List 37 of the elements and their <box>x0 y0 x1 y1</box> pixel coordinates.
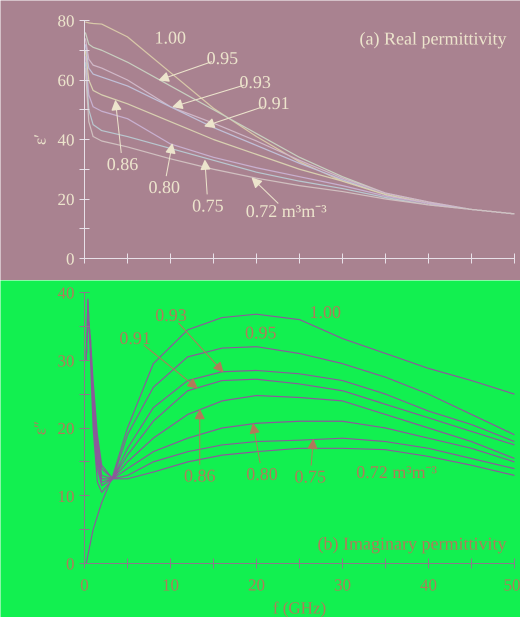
y-tick-label: 10 <box>58 486 74 506</box>
y-tick-label: 0 <box>66 250 74 268</box>
y-axis-title: ε″ <box>30 420 50 436</box>
annotation: 0.75 <box>294 466 326 487</box>
annotation: 0.91 <box>119 328 151 348</box>
y-tick-label: 20 <box>58 419 74 438</box>
y-tick-label: 60 <box>58 71 74 90</box>
annotation: 0.93 <box>239 72 271 92</box>
annotation: 0.86 <box>106 154 138 174</box>
annotation: 1.00 <box>154 28 186 48</box>
y-tick-label: 40 <box>58 130 74 150</box>
x-axis-title: f (GHz) <box>272 598 326 617</box>
x-tick-label: 30 <box>334 576 351 594</box>
annotation: 0.80 <box>148 176 180 197</box>
annotation: 0.75 <box>192 195 224 216</box>
annotation: (b) Imaginary permittivity <box>318 534 507 554</box>
annotation: 0.72 m³m⁻³ <box>246 201 328 222</box>
annotation: 1.00 <box>310 302 342 322</box>
y-tick-label: 80 <box>58 12 74 30</box>
annotation: 0.72 m³m⁻³ <box>356 462 438 482</box>
x-tick-label: 40 <box>420 576 437 594</box>
y-tick-label: 20 <box>58 190 74 209</box>
annotation: 0.91 <box>258 93 290 114</box>
annotation: 0.95 <box>245 322 277 343</box>
annotation: 0.93 <box>155 304 187 325</box>
y-tick-label: 30 <box>58 351 74 370</box>
x-tick-label: 10 <box>162 576 179 594</box>
y-tick-label: 40 <box>58 284 74 302</box>
x-tick-label: 20 <box>248 576 265 594</box>
x-tick-label: 50 <box>504 576 520 594</box>
y-tick-label: 0 <box>66 554 74 574</box>
annotation: 0.86 <box>184 466 216 486</box>
x-tick-label: 0 <box>80 576 89 594</box>
y-axis-title: ε′ <box>30 134 50 145</box>
annotation: (a) Real permittivity <box>360 28 506 48</box>
annotation: 0.95 <box>206 48 238 68</box>
annotation: 0.80 <box>246 464 278 484</box>
